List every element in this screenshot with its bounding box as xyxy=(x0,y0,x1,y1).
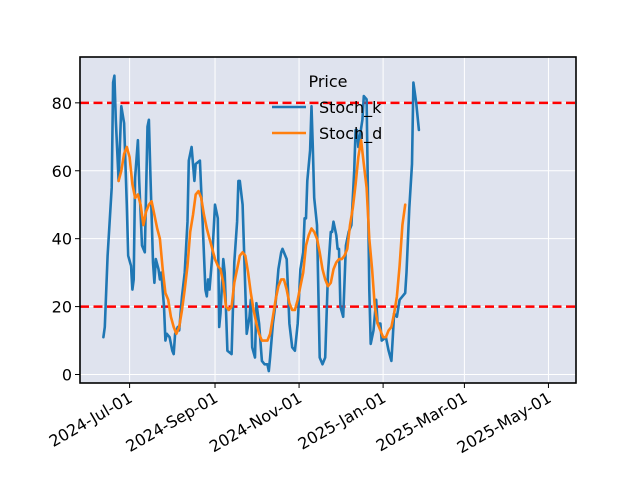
stoch-k-line xyxy=(102,74,421,373)
legend-title: Price xyxy=(308,72,347,91)
plot-area xyxy=(80,57,576,383)
y-tick-label: 20 xyxy=(52,298,72,317)
legend: Price Stoch_k Stoch_d xyxy=(272,72,382,144)
stoch-d-line xyxy=(117,138,407,342)
legend-label-stoch-d: Stoch_d xyxy=(319,124,382,144)
series-lines xyxy=(102,74,421,373)
y-axis: 0 20 40 60 80 xyxy=(52,94,80,385)
plot-frame xyxy=(79,56,577,384)
y-tick-label: 60 xyxy=(52,162,72,181)
y-tick-label: 40 xyxy=(52,230,72,249)
legend-label-stoch-k: Stoch_k xyxy=(319,98,382,118)
y-tick-label: 0 xyxy=(62,366,72,385)
y-tick-label: 80 xyxy=(52,94,72,113)
